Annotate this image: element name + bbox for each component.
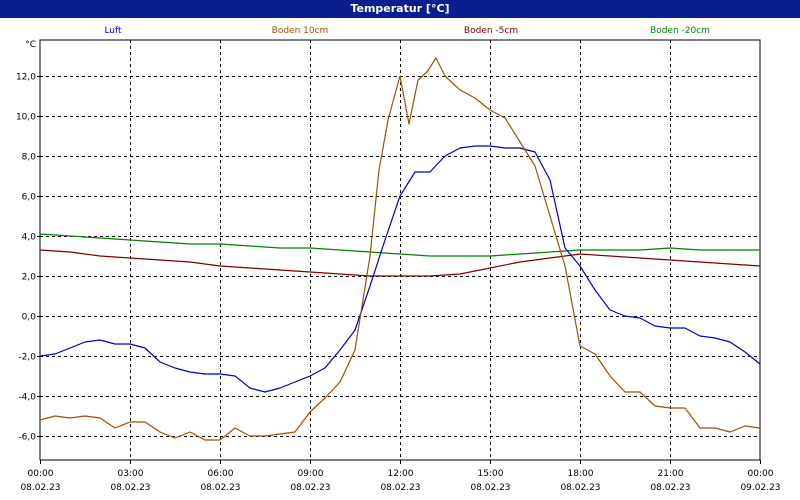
y-tick-label: -2,0 [18,353,36,363]
x-tick-label-time: 03:00 [118,469,144,479]
series-line-1 [39,145,761,393]
y-tick-label: 4,0 [22,233,37,243]
x-tick-label-time: 09:00 [298,469,324,479]
x-tick-label-time: 00:00 [28,469,54,479]
series-line-2 [39,57,761,441]
x-tick-label-time: 15:00 [478,469,504,479]
y-tick-label: 10,0 [16,113,36,123]
y-tick-label: 0,0 [22,313,37,323]
x-tick-label-date: 08.02.23 [200,483,240,493]
x-tick-label-time: 00:00 [748,469,774,479]
chart-area: 12,0 10,0 8,0 6,0 4,0 2,0 0,0 -2,0 -4,0 -6,0 00:00… [0,18,800,500]
x-tick-label-time: 21:00 [658,469,684,479]
x-tick-label-date: 08.02.23 [380,483,420,493]
legend-entry-2: Boden 10cm [272,26,329,36]
legend-entry-1: Luft [104,26,122,36]
temperature-chart: 12,0 10,0 8,0 6,0 4,0 2,0 0,0 -2,0 -4,0 -6,0 00:00… [16,26,781,493]
x-tick-label-date: 08.02.23 [650,483,690,493]
x-tick-label-time: 18:00 [568,469,594,479]
series-line-3 [39,249,761,277]
x-tick-label-time: 12:00 [388,469,414,479]
y-tick-label: 2,0 [22,273,37,283]
x-tick-label-time: 06:00 [208,469,234,479]
y-tick-label: -4,0 [18,393,36,403]
legend-entry-3: Boden -5cm [464,26,518,36]
legend-entry-4: Boden -20cm [650,26,710,36]
y-tick-label: 6,0 [22,193,37,203]
x-tick-label-date: 08.02.23 [470,483,510,493]
y-axis-label: °C [25,40,36,50]
x-tick-label-date: 08.02.23 [110,483,150,493]
y-tick-label: 8,0 [22,153,37,163]
chart-title: Temperatur [°C] [0,0,800,18]
x-tick-label-date: 08.02.23 [20,483,60,493]
x-tick-label-date: 09.02.23 [740,483,780,493]
series-line-4 [39,233,760,257]
x-tick-label-date: 08.02.23 [290,483,330,493]
x-tick-label-date: 08.02.23 [560,483,600,493]
y-tick-label: -6,0 [18,433,36,443]
y-tick-label: 12,0 [16,73,36,83]
